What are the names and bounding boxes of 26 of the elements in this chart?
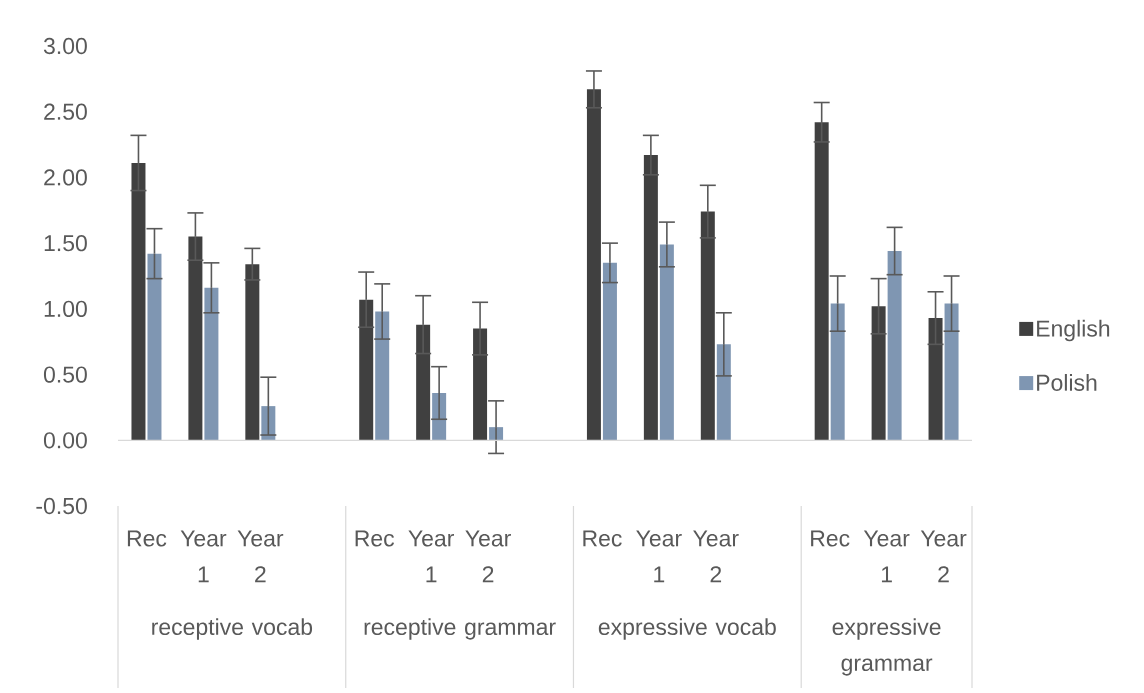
text: receptive vocab [152, 618, 313, 640]
x-tick-label: Rec [583, 530, 622, 547]
x-tick-label: Rec [811, 530, 850, 547]
y-tick-label: 1.50 [44, 234, 87, 252]
text: receptive grammar [364, 618, 556, 640]
x-tick-label: Year 1 [408, 530, 455, 583]
legend-label: English [1037, 319, 1110, 342]
y-tick-label: 1.00 [44, 300, 87, 317]
legend-label: Polish [1037, 373, 1097, 391]
y-tick-label: 0.50 [43, 366, 87, 383]
x-tick-label: Year 1 [636, 530, 682, 583]
x-tick-label: Year 2 [465, 530, 511, 583]
y-tick-label: -0.50 [36, 497, 87, 515]
x-tick-label: Rec [355, 530, 395, 547]
y-tick-label: 3.00 [43, 37, 87, 55]
x-tick-label: Year 1 [180, 530, 227, 583]
x-tick-label: Year 1 [863, 530, 910, 583]
x-tick-label: Rec [127, 530, 167, 547]
y-tick-label: 2.50 [44, 103, 87, 120]
text: expressive grammar [832, 618, 941, 676]
x-tick-label: Year 2 [693, 530, 739, 583]
y-tick-label: 2.00 [44, 169, 87, 186]
x-tick-label: Year 2 [920, 530, 967, 583]
x-tick-label: Year 2 [237, 530, 284, 583]
y-tick-label: 0.00 [43, 432, 87, 449]
text: expressive vocab [598, 618, 776, 640]
